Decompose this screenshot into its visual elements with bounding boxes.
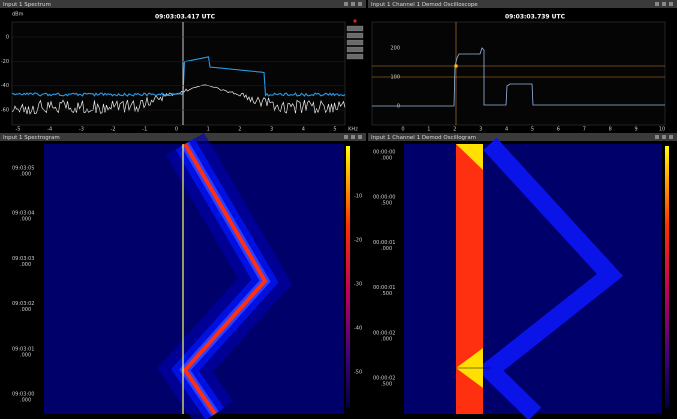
time-label: 09:03:03 <box>12 256 34 262</box>
panel-header[interactable] <box>0 133 366 141</box>
spectrogram-image <box>157 132 293 419</box>
y-unit: dBm <box>12 12 24 18</box>
x-tick-label: 8 <box>609 127 612 133</box>
x-tick-label: 2 <box>238 127 241 133</box>
oscillogram-edge <box>456 144 483 170</box>
time-label: 00:00:01 <box>373 240 395 246</box>
scope-trace <box>372 47 665 107</box>
y-tick-label: -60 <box>1 108 9 114</box>
x-tick-label: -5 <box>16 127 21 133</box>
time-label: 09:03:02 <box>12 301 34 307</box>
time-label: 00:00:00 <box>373 150 395 156</box>
cursor-handle[interactable] <box>454 64 458 68</box>
panel-header[interactable] <box>0 0 366 8</box>
scale-label: -50 <box>354 370 362 376</box>
spectrum-traces <box>11 56 346 115</box>
y-tick-label: 200 <box>390 46 400 52</box>
x-tick-label: 0 <box>175 127 178 133</box>
x-tick-label: 1 <box>207 127 210 133</box>
y-tick-label: 100 <box>390 75 400 81</box>
x-tick-label: 3 <box>270 127 273 133</box>
scope-plot <box>371 21 666 126</box>
x-tick-label: 4 <box>505 127 508 133</box>
time-label-ms: .000 <box>381 156 392 162</box>
time-label: 00:00:01 <box>373 285 395 291</box>
x-tick-label: -1 <box>142 127 147 133</box>
x-tick-label: -2 <box>111 127 116 133</box>
time-label-ms: .500 <box>381 382 392 388</box>
panel-title: Input 1 Channel 1 Demod Oscilloscope <box>371 2 478 8</box>
x-unit: KHz <box>348 127 358 133</box>
oscillogram-band <box>476 137 624 419</box>
time-label-ms: .000 <box>20 307 31 313</box>
x-tick-label: 5 <box>531 127 534 133</box>
x-tick-label: 4 <box>302 127 305 133</box>
max-hold-trace <box>11 56 346 97</box>
x-tick-label: 2 <box>453 127 456 133</box>
side-buttons[interactable] <box>346 25 364 60</box>
x-tick-label: 1 <box>427 127 430 133</box>
time-label-ms: .000 <box>381 246 392 252</box>
colorbar <box>346 146 350 408</box>
time-label: 09:03:00 <box>12 392 34 398</box>
y-tick-label: 0 <box>6 35 9 41</box>
panel-header[interactable] <box>368 133 677 141</box>
time-label: 09:03:05 <box>12 166 34 172</box>
y-tick-label: 0 <box>397 104 400 110</box>
x-tick-label: -4 <box>47 127 52 133</box>
window-controls[interactable] <box>344 2 673 139</box>
panel-title: Input 1 Spectrogram <box>3 135 60 141</box>
panel-title: Input 1 Spectrum <box>3 2 51 8</box>
scale-label: -10 <box>354 194 362 200</box>
time-label: 09:03:04 <box>12 211 34 217</box>
colorbar <box>665 146 669 408</box>
x-tick-label: 5 <box>333 127 336 133</box>
time-label: 00:00:02 <box>373 330 395 336</box>
x-tick-label: 10 <box>659 127 665 133</box>
scale-label: -40 <box>354 326 362 332</box>
x-tick-label: -3 <box>79 127 84 133</box>
time-label-ms: .500 <box>381 291 392 297</box>
spectrum-plot <box>11 21 346 126</box>
time-label: 00:00:02 <box>373 376 395 382</box>
panel-header[interactable] <box>368 0 677 8</box>
time-label-ms: .000 <box>20 398 31 404</box>
x-tick-label: 9 <box>635 127 638 133</box>
time-label-ms: .000 <box>20 217 31 223</box>
y-tick-label: -40 <box>1 83 9 89</box>
x-tick-label: 6 <box>557 127 560 133</box>
x-tick-label: 3 <box>479 127 482 133</box>
timestamp: 09:03:03.739 UTC <box>505 14 566 21</box>
time-label-ms: .000 <box>20 262 31 268</box>
status-dot <box>353 19 357 23</box>
scale-label: -30 <box>354 282 362 288</box>
time-label-ms: .000 <box>20 352 31 358</box>
axis-labels: 09:03:05.00009:03:04.00009:03:03.00009:0… <box>12 166 362 404</box>
axis-labels: 00:00:00.00000:00:00.50000:00:01.00000:0… <box>373 150 395 388</box>
timestamp: 09:03:03.417 UTC <box>155 14 216 21</box>
time-label-ms: .500 <box>381 201 392 207</box>
time-label: 00:00:00 <box>373 195 395 201</box>
panel-title: Input 1 Channel 1 Demod Oscillogram <box>371 135 476 141</box>
time-label-ms: .000 <box>20 172 31 178</box>
y-tick-label: -20 <box>1 59 9 65</box>
x-tick-label: 7 <box>583 127 586 133</box>
time-label-ms: .000 <box>381 336 392 342</box>
time-label: 09:03:01 <box>12 346 34 352</box>
scale-label: -20 <box>354 238 362 244</box>
x-tick-label: 0 <box>401 127 404 133</box>
